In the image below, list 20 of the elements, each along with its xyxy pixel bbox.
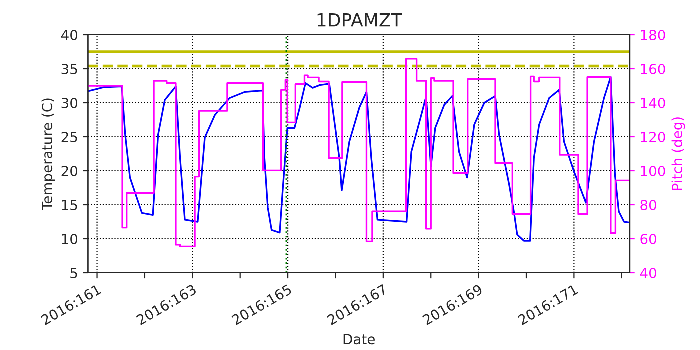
y2-tick-label: 180	[641, 30, 666, 40]
y-tick-label: 25	[62, 132, 78, 142]
y-tick-label: 15	[62, 200, 78, 210]
y2-tick-label: 40	[640, 268, 656, 278]
y2-tick-label: 60	[640, 234, 656, 244]
y-tick-label: 35	[62, 64, 78, 74]
y2-axis-title: Pitch (deg)	[672, 118, 686, 190]
y2-tick-label: 140	[641, 98, 666, 108]
chart-title: 1DPAMZT	[318, 14, 402, 27]
x-axis-title: Date	[344, 334, 375, 345]
y2-tick-label: 160	[641, 64, 666, 74]
y2-tick-label: 120	[641, 132, 666, 142]
y-tick-label: 10	[62, 234, 78, 244]
y-axis-title: Temperature (C)	[42, 98, 56, 210]
y-tick-label: 5	[70, 268, 78, 278]
y-tick-label: 20	[62, 166, 78, 176]
y-tick-label: 40	[61, 30, 78, 40]
y-tick-label: 30	[62, 98, 78, 108]
y2-tick-label: 80	[640, 200, 656, 210]
y2-tick-label: 100	[641, 166, 666, 176]
